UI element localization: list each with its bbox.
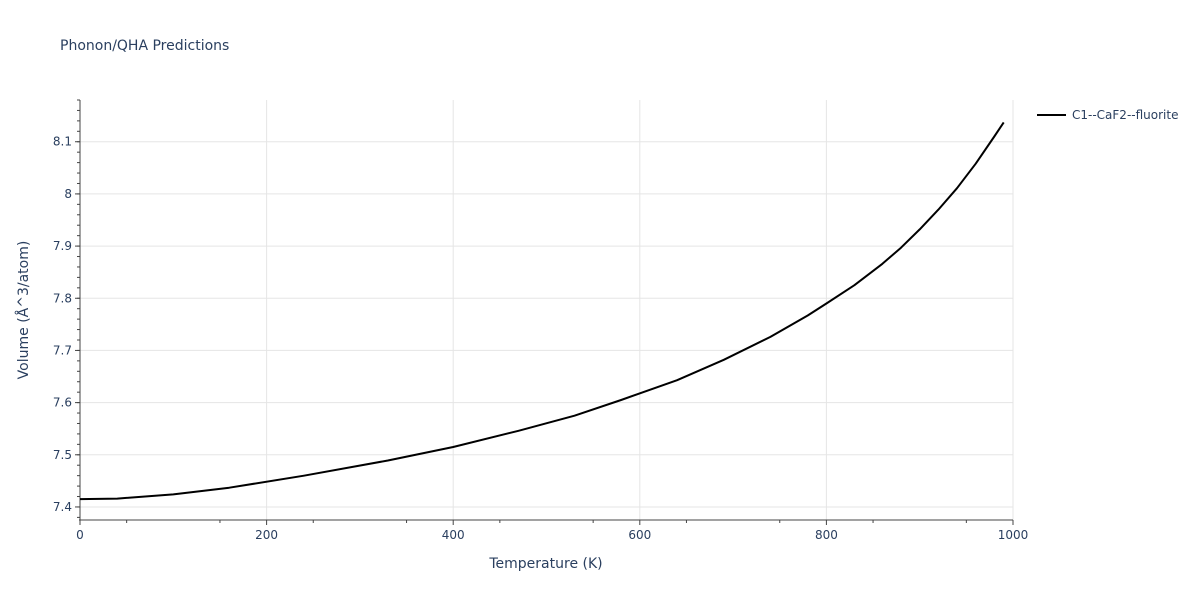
y-tick-label: 7.4 — [53, 500, 72, 514]
x-tick-label: 200 — [255, 528, 278, 542]
legend-label: C1--CaF2--fluorite — [1072, 108, 1178, 122]
x-axis-label: Temperature (K) — [488, 556, 602, 572]
series-line[interactable] — [79, 121, 1005, 501]
y-tick-label: 8 — [64, 187, 72, 201]
chart-title: Phonon/QHA Predictions — [60, 38, 229, 54]
y-tick-label: 7.9 — [53, 239, 72, 253]
y-tick-label: 7.5 — [53, 448, 72, 462]
x-tick-label: 0 — [76, 528, 84, 542]
y-axis-ticks: 7.4 7.5 7.6 7.7 7.8 7.9 8 8.1 — [53, 99, 80, 518]
x-tick-label: 1000 — [998, 528, 1029, 542]
x-tick-label: 800 — [815, 528, 838, 542]
x-axis-ticks: 0 200 400 600 800 1000 — [76, 520, 1028, 542]
y-tick-label: 7.7 — [53, 343, 72, 357]
y-axis-label: Volume (Å^3/atom) — [15, 241, 32, 380]
x-tick-label: 600 — [628, 528, 651, 542]
grid — [80, 100, 1014, 520]
series-layer — [79, 121, 1005, 501]
x-tick-label: 400 — [442, 528, 465, 542]
y-tick-label: 8.1 — [53, 135, 72, 149]
y-tick-label: 7.8 — [53, 291, 72, 305]
legend[interactable]: C1--CaF2--fluorite — [1037, 108, 1178, 122]
y-tick-label: 7.6 — [53, 396, 72, 410]
axes — [79, 100, 1013, 521]
